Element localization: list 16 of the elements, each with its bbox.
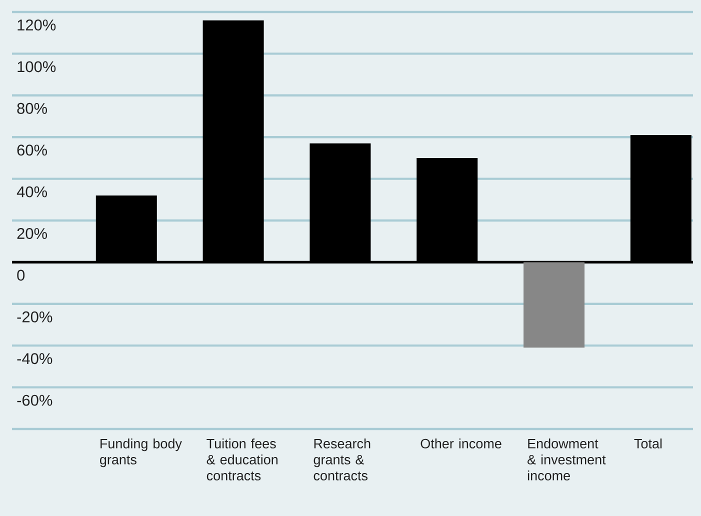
y-tick-label: -60%	[17, 394, 52, 406]
y-tick-label: 120%	[18, 20, 56, 31]
y-tick-label: 60%	[17, 144, 47, 156]
y-tick-label: 80%	[17, 102, 47, 114]
y-tick-label: -20%	[17, 311, 52, 322]
x-tick-label: Research grants & contracts	[314, 438, 370, 480]
x-tick-label: Other income	[420, 438, 502, 448]
y-tick-label: 40%	[16, 186, 47, 198]
y-tick-label: 100%	[18, 61, 56, 72]
y-tick-label: 0	[17, 270, 25, 281]
y-tick-label: 20%	[17, 228, 47, 240]
x-tick-label: Endowment & investment income	[528, 438, 606, 480]
x-tick-label: Funding body grants	[100, 438, 182, 468]
y-tick-label: -40%	[17, 353, 52, 364]
x-tick-label: Tuition fees & education contracts	[206, 438, 278, 480]
x-tick-label: Total	[634, 438, 662, 448]
